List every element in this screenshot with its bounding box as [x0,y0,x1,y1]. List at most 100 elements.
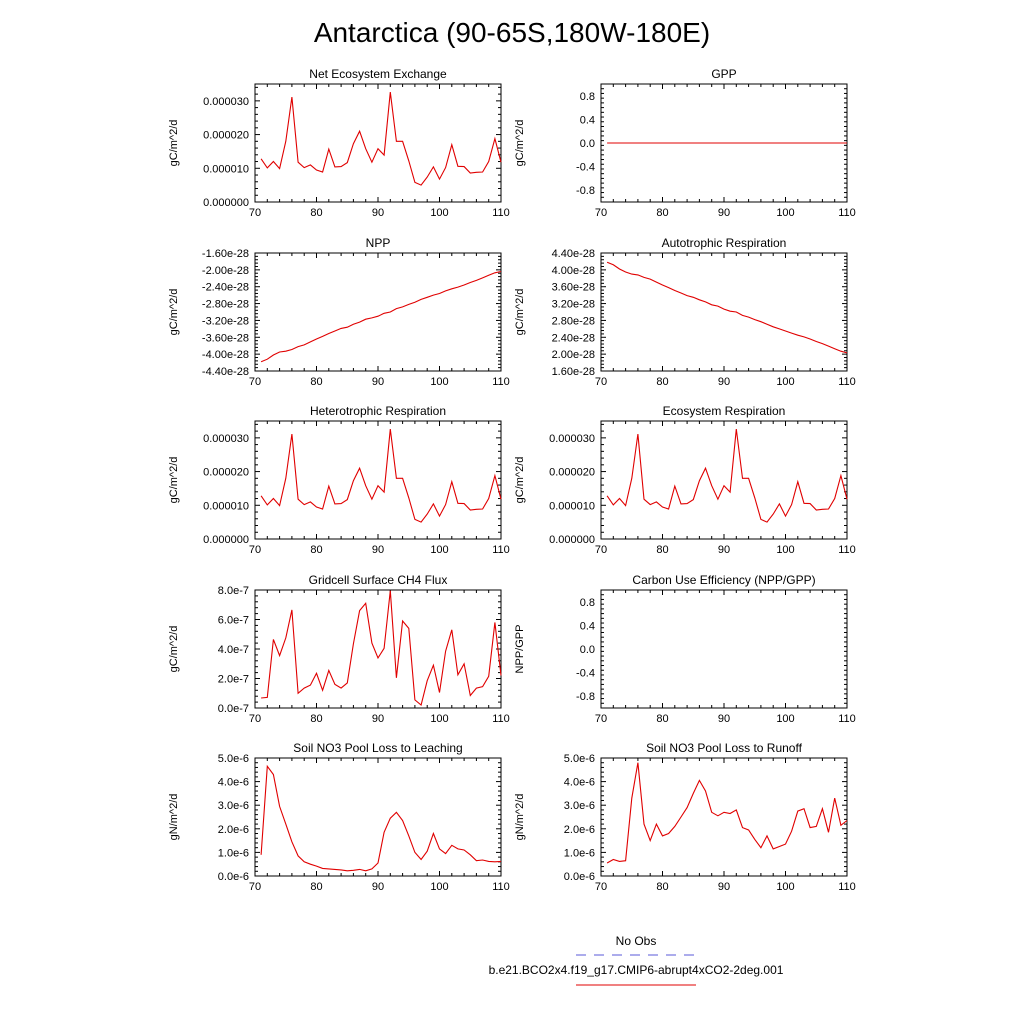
y-tick-label: 0.000010 [549,500,595,512]
y-tick-label: 0.000030 [203,433,249,445]
y-tick-label: 3.0e-6 [218,800,249,812]
x-tick-label: 90 [718,207,730,219]
x-tick-label: 110 [492,207,510,219]
x-tick-label: 100 [776,881,794,893]
series-line [260,92,502,186]
x-tick-label: 100 [776,376,794,388]
y-tick-label: -3.20e-28 [202,315,249,327]
legend-case-label: b.e21.BCO2x4.f19_g17.CMIP6-abrupt4xCO2-2… [489,963,784,977]
y-tick-label: -2.40e-28 [202,282,249,294]
y-tick-label: -0.8 [576,691,595,703]
y-tick-label: -2.00e-28 [202,265,249,277]
x-tick-label: 110 [492,544,510,556]
y-tick-label: -4.00e-28 [202,349,249,361]
panel-5: Heterotrophic Respiration gC/m^2/d 70 80 90 1… [168,404,510,556]
panel-title: Net Ecosystem Exchange [309,67,447,81]
y-axis-label: gN/m^2/d [514,794,526,841]
x-tick-label: 90 [718,376,730,388]
x-tick-label: 100 [430,544,448,556]
x-tick-label: 110 [838,207,856,219]
x-tick-label: 100 [776,544,794,556]
x-tick-label: 90 [372,713,384,725]
y-tick-label: 8.0e-7 [218,585,249,597]
y-axis-label: gC/m^2/d [168,457,180,504]
y-tick-label: 0.000010 [203,500,249,512]
legend-obs-label: No Obs [616,934,657,948]
x-tick-label: 70 [249,207,261,219]
x-tick-label: 80 [310,376,322,388]
y-tick-label: -3.60e-28 [202,332,249,344]
y-tick-label: 3.0e-6 [564,800,595,812]
x-tick-label: 100 [430,376,448,388]
y-tick-label: 1.60e-28 [552,366,595,378]
x-tick-label: 70 [595,207,607,219]
y-tick-label: 4.0e-6 [564,777,595,789]
series-line [260,270,502,363]
series-line [606,762,848,864]
panel-title: Carbon Use Efficiency (NPP/GPP) [632,573,815,587]
y-tick-label: 2.00e-28 [552,349,595,361]
plot-frame [600,757,848,877]
x-tick-label: 70 [595,544,607,556]
y-tick-label: -1.60e-28 [202,248,249,260]
panel-7: Gridcell Surface CH4 Flux gC/m^2/d 70 80 90 1… [168,573,510,725]
x-tick-label: 80 [656,881,668,893]
y-tick-label: 4.0e-6 [218,777,249,789]
x-tick-label: 70 [249,881,261,893]
y-tick-label: 1.0e-6 [218,847,249,859]
panel-4: Autotrophic Respiration gC/m^2/d 70 80 90 100… [514,236,856,388]
y-tick-label: 0.000030 [549,433,595,445]
y-tick-label: 0.000020 [203,130,249,142]
plot-frame [254,757,502,877]
panel-title: Soil NO3 Pool Loss to Runoff [646,741,803,755]
panel-title: Soil NO3 Pool Loss to Leaching [293,741,462,755]
x-tick-label: 110 [838,544,856,556]
y-tick-label: 5.0e-6 [564,753,595,765]
panel-title: Ecosystem Respiration [663,404,786,418]
x-tick-label: 80 [656,207,668,219]
panel-6: Ecosystem Respiration gC/m^2/d 70 80 90 100 11… [514,404,856,556]
y-tick-label: 0.8 [580,597,595,609]
x-tick-label: 90 [718,881,730,893]
y-tick-label: 0.8 [580,91,595,103]
y-tick-label: -2.80e-28 [202,299,249,311]
y-tick-label: 0.000000 [549,534,595,546]
plot-frame [254,252,502,372]
y-tick-label: 2.40e-28 [552,332,595,344]
x-tick-label: 80 [310,207,322,219]
panels: Net Ecosystem Exchange gC/m^2/d 70 80 90 100 1… [168,67,856,893]
x-tick-label: 110 [838,713,856,725]
y-tick-label: 3.20e-28 [552,299,595,311]
series-line [606,429,848,523]
x-tick-label: 80 [310,881,322,893]
x-tick-label: 110 [492,881,510,893]
x-tick-label: 80 [310,544,322,556]
x-tick-label: 90 [718,544,730,556]
panel-9: Soil NO3 Pool Loss to Leaching gN/m^2/d 70… [168,741,510,893]
y-tick-label: -0.4 [576,668,595,680]
x-tick-label: 100 [430,207,448,219]
y-axis-label: gC/m^2/d [168,289,180,336]
x-tick-label: 100 [776,713,794,725]
x-tick-label: 80 [656,713,668,725]
x-tick-label: 90 [372,376,384,388]
panel-title: NPP [366,236,391,250]
y-axis-label: gC/m^2/d [514,457,526,504]
x-tick-label: 70 [595,376,607,388]
y-tick-label: 4.0e-7 [218,644,249,656]
y-tick-label: 0.000020 [549,467,595,479]
legend: No Obs b.e21.BCO2x4.f19_g17.CMIP6-abrupt… [489,934,784,986]
series-line [260,764,502,872]
plot-frame [600,589,848,709]
x-tick-label: 100 [776,207,794,219]
panel-title: Autotrophic Respiration [662,236,787,250]
x-tick-label: 90 [372,544,384,556]
x-tick-label: 80 [656,544,668,556]
y-tick-label: -0.4 [576,162,595,174]
x-tick-label: 70 [249,713,261,725]
y-tick-label: 3.60e-28 [552,282,595,294]
x-tick-label: 110 [492,376,510,388]
y-tick-label: 0.000000 [203,197,249,209]
x-tick-label: 110 [838,881,856,893]
